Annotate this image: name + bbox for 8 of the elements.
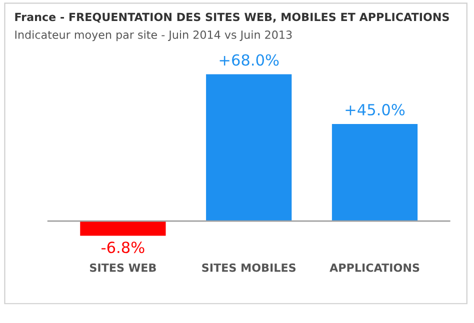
x-tick-label: SITES MOBILES [202,263,296,272]
data-label: +68.0% [220,54,279,66]
x-tick-label: SITES WEB [90,263,156,272]
data-label: -6.8% [102,242,144,254]
chart-title: France - FREQUENTATION DES SITES WEB, MOBILES ET APPLICATIONS [15,12,449,23]
x-tick-label: APPLICATIONS [330,263,420,272]
data-label: +45.0% [346,104,405,116]
chart-subtitle: Indicateur moyen par site - Juin 2014 vs Juin 2013 [15,30,292,42]
